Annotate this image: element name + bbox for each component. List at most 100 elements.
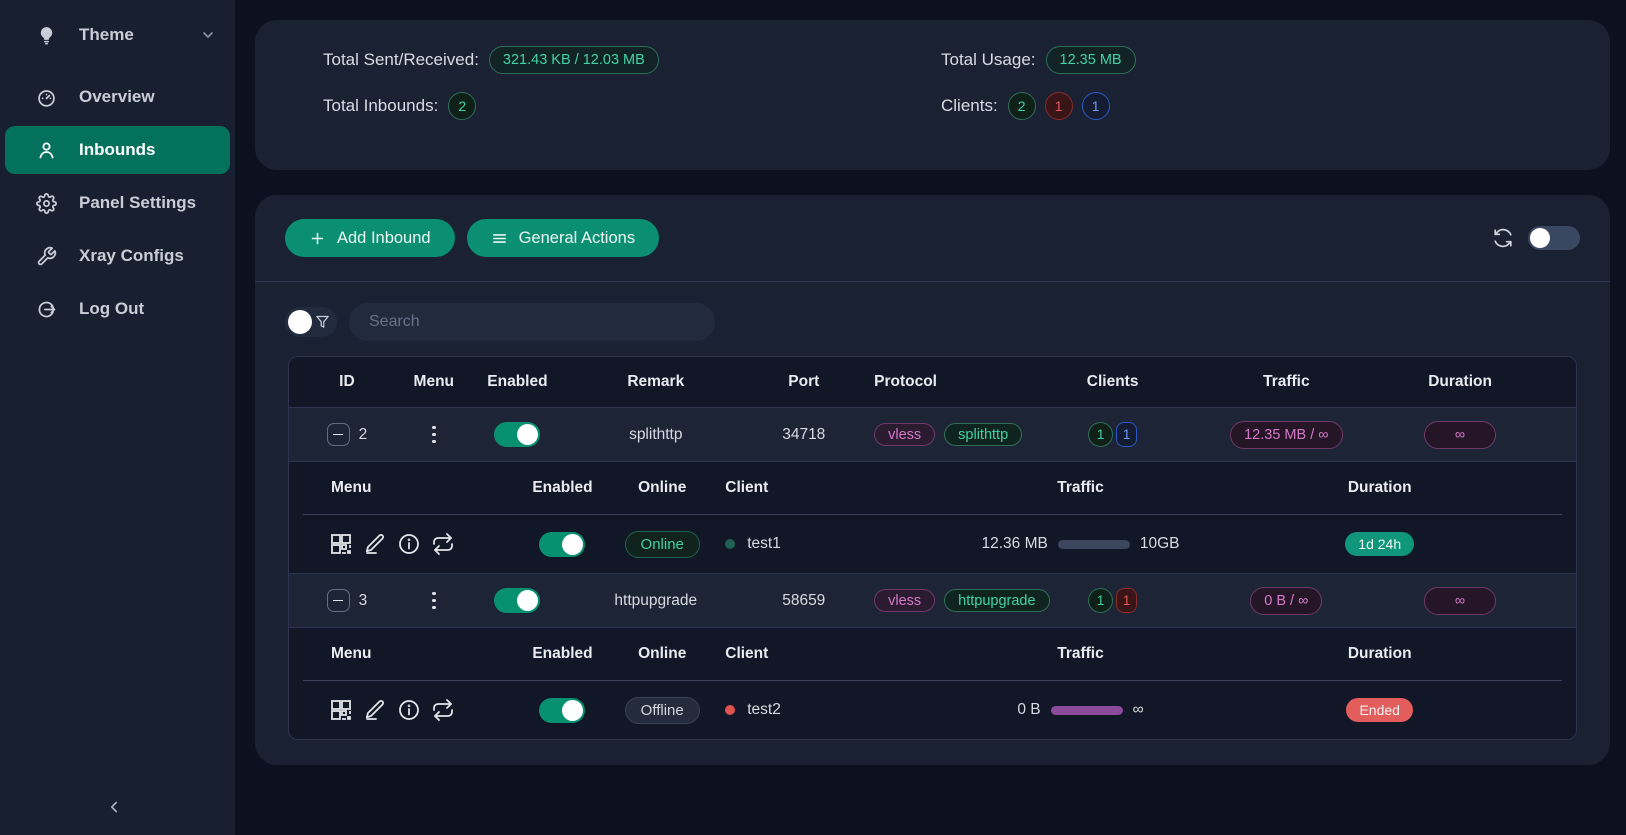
- subcol-header-online: Online: [638, 479, 687, 496]
- total-sent-received-badge: 321.43 KB / 12.03 MB: [488, 46, 659, 74]
- menu-lines-icon: [491, 230, 508, 247]
- inbound-port: 34718: [782, 425, 826, 443]
- sidebar-item-xray-configs[interactable]: Xray Configs: [5, 232, 230, 280]
- client-traffic-total: 10GB: [1139, 535, 1180, 552]
- inbound-remark: splithttp: [629, 425, 683, 443]
- sidebar-item-label: Theme: [79, 25, 134, 44]
- sidebar-collapse-button[interactable]: [100, 795, 128, 819]
- client-status-dot: [725, 539, 736, 549]
- reset-traffic-icon[interactable]: [431, 698, 455, 722]
- inbound-expanded-section: Menu Enabled Online Client Traffic Durat…: [289, 628, 1576, 739]
- total-usage-label: Total Usage:: [941, 50, 1036, 69]
- clients-online-badge: 1: [1081, 92, 1110, 120]
- auto-refresh-toggle[interactable]: [1528, 226, 1580, 250]
- subcol-header-client: Client: [725, 479, 769, 496]
- inbound-enabled-toggle[interactable]: [494, 422, 541, 447]
- inbound-row: 2 splithttp 34718 vless splithttp 1 1: [289, 407, 1576, 462]
- clients-deactive-badge: 1: [1044, 92, 1073, 120]
- refresh-icon[interactable]: [1492, 227, 1514, 249]
- client-traffic-total: ∞: [1132, 701, 1144, 718]
- transport-tag: splithttp: [944, 423, 1023, 446]
- table-header-row: ID Menu Enabled Remark Port Protocol Cli…: [289, 357, 1576, 407]
- sidebar-item-overview[interactable]: Overview: [5, 73, 230, 121]
- inbounds-table: ID Menu Enabled Remark Port Protocol Cli…: [288, 356, 1577, 740]
- client-row: Offline test2 0 B ∞ Ended: [289, 681, 1576, 739]
- row-menu-button[interactable]: [424, 588, 444, 614]
- stat-total-inbounds: Total Inbounds: 2: [323, 92, 941, 120]
- client-name: test1: [747, 535, 781, 552]
- clients-deactive-count-badge: 1: [1116, 588, 1138, 613]
- reset-traffic-icon[interactable]: [431, 532, 455, 556]
- sidebar-item-theme[interactable]: Theme: [5, 11, 230, 59]
- sidebar-item-label: Panel Settings: [79, 193, 197, 212]
- qrcode-icon[interactable]: [329, 698, 353, 722]
- general-actions-label: General Actions: [518, 228, 636, 247]
- toolbar: Add Inbound General Actions: [255, 195, 1610, 257]
- col-header-traffic: Traffic: [1263, 373, 1310, 390]
- info-icon[interactable]: [397, 698, 421, 722]
- inbound-row: 3 httpupgrade 58659 vless httpupgrade 1 …: [289, 573, 1576, 628]
- client-header-row: Menu Enabled Online Client Traffic Durat…: [289, 462, 1576, 514]
- inbound-id: 3: [358, 591, 368, 609]
- client-enabled-toggle[interactable]: [539, 531, 586, 557]
- col-header-protocol: Protocol: [874, 373, 937, 390]
- row-menu-button[interactable]: [424, 422, 444, 448]
- traffic-progress-bar: [1057, 539, 1130, 549]
- sidebar-item-label: Xray Configs: [79, 246, 184, 265]
- client-traffic-used: 12.36 MB: [981, 535, 1048, 552]
- client-enabled-toggle[interactable]: [539, 697, 586, 723]
- user-icon: [35, 139, 57, 161]
- search-input[interactable]: [349, 303, 715, 341]
- col-header-port: Port: [788, 373, 820, 390]
- qrcode-icon[interactable]: [329, 532, 353, 556]
- stat-clients: Clients: 2 1 1: [941, 92, 1610, 120]
- total-inbounds-label: Total Inbounds:: [323, 96, 439, 115]
- dashboard-icon: [35, 86, 57, 108]
- edit-icon[interactable]: [363, 698, 387, 722]
- collapse-row-button[interactable]: [326, 423, 350, 446]
- col-header-clients: Clients: [1086, 373, 1139, 390]
- inbound-expanded-section: Menu Enabled Online Client Traffic Durat…: [289, 462, 1576, 573]
- sidebar-item-label: Overview: [79, 87, 155, 106]
- info-icon[interactable]: [397, 532, 421, 556]
- inbound-enabled-toggle[interactable]: [494, 588, 541, 613]
- client-header-row: Menu Enabled Online Client Traffic Durat…: [289, 628, 1576, 680]
- sidebar-item-log-out[interactable]: Log Out: [5, 285, 230, 333]
- toolbar-divider: [255, 281, 1610, 282]
- subcol-header-duration: Duration: [1347, 479, 1412, 496]
- sidebar-item-panel-settings[interactable]: Panel Settings: [5, 179, 230, 227]
- client-duration-badge: Ended: [1346, 698, 1413, 722]
- subcol-header-enabled: Enabled: [532, 645, 593, 662]
- stat-total-sent-received: Total Sent/Received: 321.43 KB / 12.03 M…: [323, 46, 941, 74]
- collapse-row-button[interactable]: [326, 589, 350, 612]
- logout-icon: [35, 298, 57, 320]
- inbound-id: 2: [358, 425, 368, 443]
- subcol-header-online: Online: [638, 645, 687, 662]
- gear-icon: [35, 192, 57, 214]
- sub-table-divider: [303, 514, 1562, 515]
- general-actions-button[interactable]: General Actions: [466, 219, 660, 257]
- add-inbound-button[interactable]: Add Inbound: [285, 219, 455, 257]
- filter-toggle[interactable]: [285, 307, 337, 337]
- total-sent-received-label: Total Sent/Received:: [323, 50, 479, 69]
- clients-online-count-badge: 1: [1116, 422, 1138, 447]
- sidebar-item-inbounds[interactable]: Inbounds: [5, 126, 230, 174]
- col-header-menu: Menu: [413, 373, 455, 390]
- subcol-header-menu: Menu: [331, 479, 372, 496]
- client-row: Online test1 12.36 MB 10GB 1d 24h: [289, 515, 1576, 573]
- client-name: test2: [747, 701, 781, 718]
- bulb-icon: [35, 24, 57, 46]
- transport-tag: httpupgrade: [944, 589, 1050, 612]
- sidebar: Theme Overview Inbounds Panel Settings: [0, 0, 235, 835]
- col-header-remark: Remark: [627, 373, 685, 390]
- sidebar-item-label: Log Out: [79, 299, 145, 318]
- inbound-traffic-badge: 12.35 MB / ∞: [1230, 420, 1343, 449]
- client-traffic-used: 0 B: [1017, 701, 1041, 718]
- clients-total-badge: 2: [1007, 92, 1036, 120]
- edit-icon[interactable]: [363, 532, 387, 556]
- sidebar-item-label: Inbounds: [79, 140, 156, 159]
- main-content: Total Sent/Received: 321.43 KB / 12.03 M…: [235, 0, 1626, 835]
- chevron-down-icon: [200, 27, 216, 43]
- subcol-header-traffic: Traffic: [1057, 479, 1104, 496]
- total-usage-badge: 12.35 MB: [1045, 46, 1136, 74]
